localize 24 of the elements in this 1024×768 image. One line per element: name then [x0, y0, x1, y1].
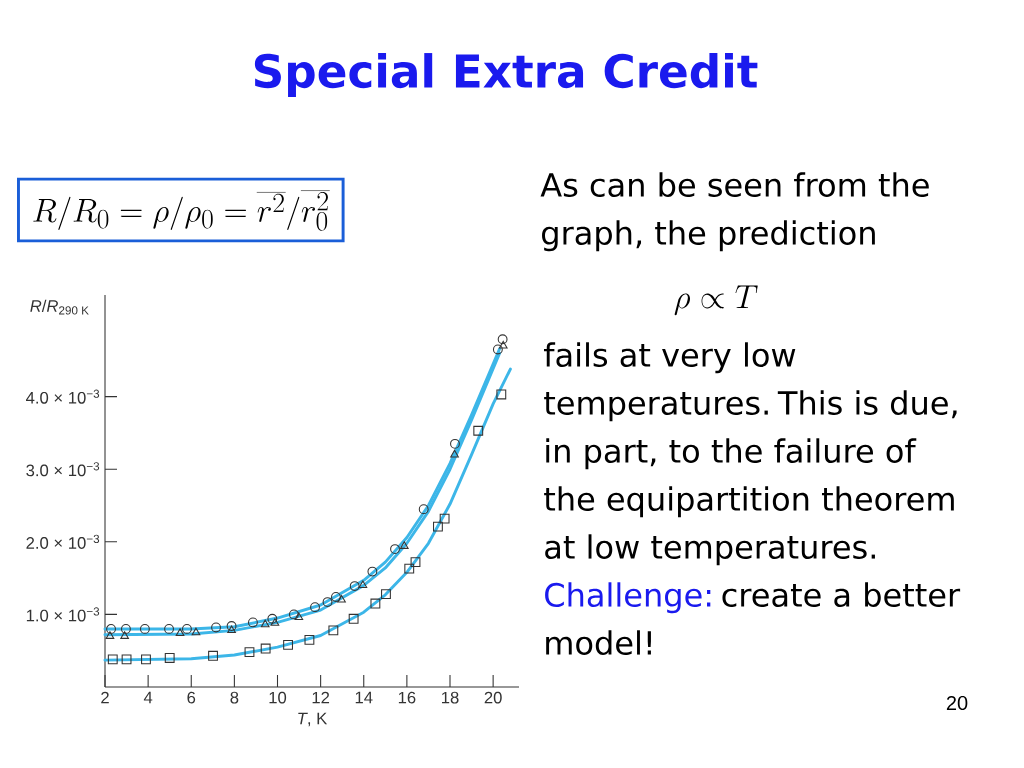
x-tick-label: 18 [442, 691, 459, 704]
y-tick-label: 1.0 × 10$^{−3}$ [26, 607, 100, 622]
text: create a better [722, 582, 961, 608]
text: As can be seen from the graph, the prediction [540, 172, 929, 252]
text: model! [546, 630, 651, 656]
x-axis-title: T, K [298, 712, 328, 727]
x-tick-label: 14 [355, 691, 373, 704]
y-tick-label: 2.0 × 10$^{−3}$ [26, 534, 100, 549]
y-tick-label: 3.0 × 10$^{−3}$ [26, 462, 100, 477]
text: $R / R_0 = \rho / \rho_0 = \overline{r^2} / \overline{r_0^2}$ [33, 190, 330, 231]
text: $\rho \propto T$ [674, 285, 758, 316]
y-tick-label: 4.0 × 10$^{−3}$ [26, 389, 100, 404]
chart-title: Special Extra Credit [254, 53, 758, 97]
x-tick-label: 10 [269, 691, 287, 704]
x-tick-label: 20 [484, 691, 502, 704]
x-tick-label: 4 [143, 691, 153, 704]
x-tick-label: 2 [101, 691, 109, 704]
y-axis-title: R/R$_{290 K}$ [30, 299, 89, 315]
text: fails at very low temperatures. This is due, in part, to the failure of the equipartition theorem at low temperatures. [544, 342, 957, 566]
x-tick-label: 16 [398, 691, 416, 704]
x-tick-label: 12 [312, 691, 330, 704]
x-tick-label: 6 [187, 691, 196, 704]
x-tick-label: 8 [230, 691, 239, 704]
text: Challenge: [545, 582, 711, 614]
